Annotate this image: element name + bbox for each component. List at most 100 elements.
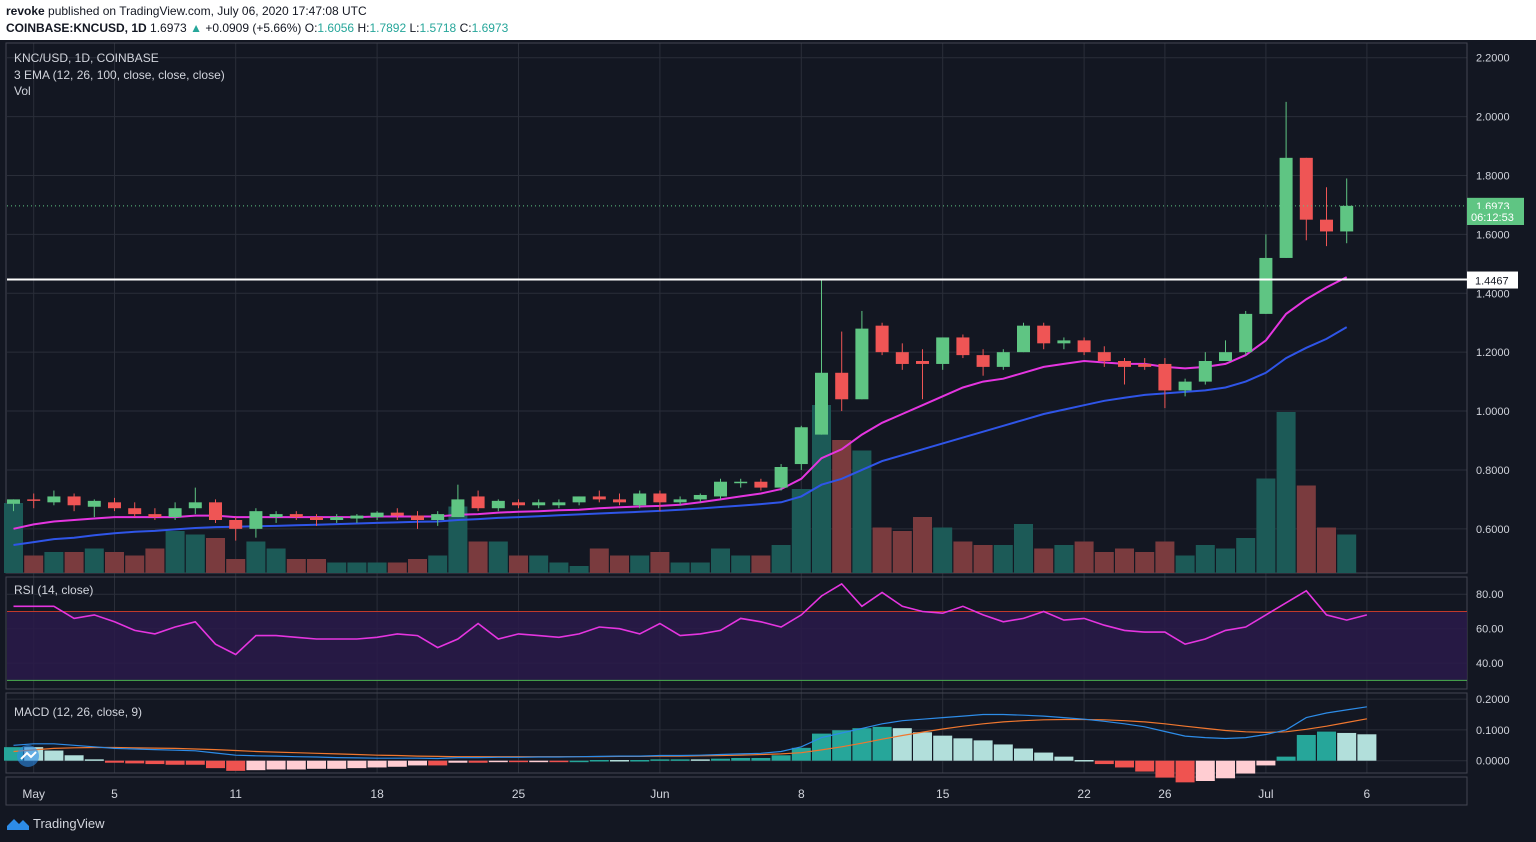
legend-vol[interactable]: Vol <box>14 84 31 98</box>
candle-body <box>754 481 768 488</box>
macd-histogram-bar <box>771 755 791 761</box>
volume-bar <box>1014 524 1033 573</box>
low-value: 1.5718 <box>419 21 457 35</box>
macd-histogram-bar <box>569 760 589 763</box>
macd-histogram-bar <box>892 728 912 761</box>
legend-macd[interactable]: MACD (12, 26, close, 9) <box>14 705 142 719</box>
time-tick-label: 8 <box>798 787 805 801</box>
time-tick-label: 22 <box>1077 787 1091 801</box>
tradingview-logo-icon[interactable] <box>6 812 30 832</box>
candle-body <box>229 520 243 529</box>
publish-line: revoke published on TradingView.com, Jul… <box>6 4 367 18</box>
volume-bar <box>488 541 508 573</box>
macd-histogram-bar <box>1236 760 1256 774</box>
volume-bar <box>428 555 448 573</box>
macd-histogram-bar <box>488 760 508 763</box>
chart-svg[interactable]: 0.6000 0.8000 1.0000 1.2000 1.4000 1.6000 1.80… <box>0 40 1536 806</box>
volume-bar <box>791 489 811 573</box>
macd-histogram-bar <box>347 760 367 769</box>
chart-area[interactable]: 0.6000 0.8000 1.0000 1.2000 1.4000 1.6000 1.80… <box>0 40 1536 806</box>
countdown-badge-text: 06:12:53 <box>1471 212 1514 224</box>
candle-body <box>1097 352 1111 361</box>
time-tick-label: 6 <box>1364 787 1371 801</box>
candle-body <box>390 512 404 516</box>
volume-bar <box>206 538 225 573</box>
open-value: 1.6056 <box>317 21 355 35</box>
countdown-badge <box>1467 209 1524 225</box>
candle-body <box>916 361 929 364</box>
macd-histogram-bar <box>1054 756 1074 761</box>
macd-histogram-bar <box>226 760 246 771</box>
price-change: +0.0909 (+5.66%) <box>205 21 302 35</box>
volume-bar <box>286 559 306 573</box>
candle-body <box>108 502 121 509</box>
macd-histogram-bar <box>1155 760 1175 778</box>
legend-title: KNC/USD, 1D, COINBASE <box>14 51 159 65</box>
level-badge-text: 1.4467 <box>1475 276 1509 288</box>
candle-body <box>1077 340 1091 353</box>
level-badge <box>1467 271 1518 289</box>
candle-body <box>512 502 525 506</box>
candle-body <box>1259 257 1273 314</box>
last-price: 1.6973 <box>150 21 187 35</box>
candle-body <box>1037 325 1051 344</box>
volume-bar <box>246 541 266 573</box>
candle-body <box>411 515 424 520</box>
volume-bar <box>64 552 84 573</box>
macd-histogram-bar <box>367 760 387 768</box>
price-pane[interactable] <box>5 42 1468 574</box>
candle-body <box>87 500 101 507</box>
macd-histogram-bar <box>1296 734 1316 761</box>
candle-body <box>168 508 182 518</box>
volume-bar <box>367 562 387 573</box>
time-axis-labels: May 5 11 18 25 Jun 8 15 22 26 Jul 6 <box>22 787 1370 801</box>
publisher-name[interactable]: revoke <box>6 4 45 18</box>
macd-histogram-bar <box>1094 760 1114 765</box>
candle-body <box>451 499 465 518</box>
rsi-band <box>7 611 1467 681</box>
candle-body <box>1057 340 1071 344</box>
volume-bar <box>589 548 609 573</box>
macd-pane[interactable] <box>5 692 1468 774</box>
volume-bar <box>509 555 528 573</box>
tradingview-brand[interactable]: TradingView <box>33 816 105 831</box>
candle-body <box>1340 205 1354 232</box>
volume-bar <box>1276 412 1296 573</box>
publish-header: revoke published on TradingView.com, Jul… <box>0 0 1536 40</box>
volume-bar <box>690 562 710 573</box>
axis-tick-label: 80.00 <box>1476 589 1504 601</box>
volume-bar <box>145 548 165 573</box>
candle-body <box>47 496 61 503</box>
volume-bar <box>84 548 104 573</box>
axis-tick-label: 0.2000 <box>1476 694 1510 706</box>
volume-bar <box>892 531 912 573</box>
time-axis[interactable] <box>5 776 1468 806</box>
candle-body <box>653 493 667 503</box>
macd-histogram-bar <box>468 760 488 763</box>
volume-bar <box>468 541 488 573</box>
candle-body <box>855 328 869 400</box>
volume-bar <box>266 548 286 573</box>
candle-body <box>1299 157 1313 220</box>
macd-histogram-bar <box>872 726 892 761</box>
axis-tick-label: 1.0000 <box>1476 406 1510 418</box>
candle-body <box>370 512 384 518</box>
macd-histogram-bar <box>731 757 751 761</box>
volume-bar <box>1074 541 1094 573</box>
legend-ema[interactable]: 3 EMA (12, 26, 100, close, close, close) <box>14 68 225 82</box>
candle-body <box>592 496 606 500</box>
volume-bar <box>1155 541 1175 573</box>
time-tick-label: 18 <box>370 787 384 801</box>
candle-body <box>350 515 364 519</box>
volume-bar <box>913 517 932 573</box>
axis-tick-label: 0.0000 <box>1476 756 1510 768</box>
volume-bar <box>408 559 427 573</box>
price-axis-labels: 0.6000 0.8000 1.0000 1.2000 1.4000 1.6000 1.80… <box>1476 53 1510 768</box>
candle-body <box>27 499 41 501</box>
axis-tick-label: 2.0000 <box>1476 112 1510 124</box>
legend-rsi[interactable]: RSI (14, close) <box>14 583 93 597</box>
macd-histogram-bar <box>589 760 609 762</box>
macd-histogram-bar <box>670 759 690 761</box>
volume-bar <box>1337 534 1357 573</box>
volume-bar <box>711 548 730 573</box>
